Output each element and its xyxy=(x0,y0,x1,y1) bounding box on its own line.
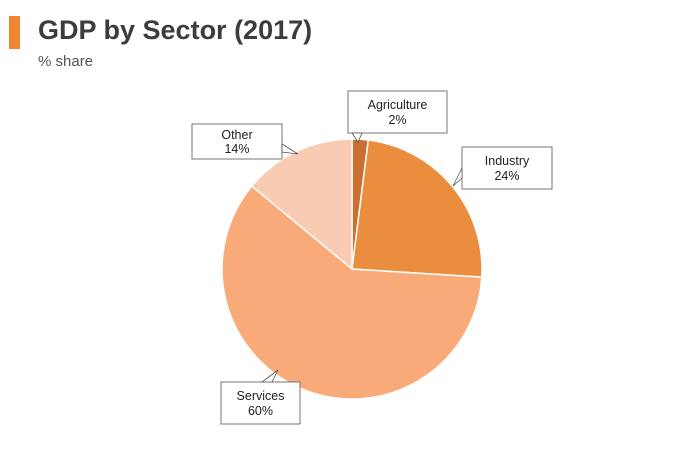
slice-label-agriculture: Agriculture xyxy=(368,98,428,112)
slice-value-agriculture: 2% xyxy=(388,113,406,127)
slice-label-other: Other xyxy=(221,128,252,142)
slice-value-other: 14% xyxy=(224,142,249,156)
title-accent-bar xyxy=(9,16,20,49)
pie-slice-other xyxy=(250,138,353,271)
callout-pointer-agriculture xyxy=(351,132,363,143)
callout-pointer-other xyxy=(281,143,299,155)
slice-label-industry: Industry xyxy=(485,154,530,168)
chart-title: GDP by Sector (2017) xyxy=(38,15,313,45)
chart-subtitle: % share xyxy=(38,53,94,70)
slice-label-services: Services xyxy=(237,389,285,403)
callout-pointer-services xyxy=(260,369,279,383)
callout-box-services xyxy=(220,381,301,425)
callout-box-industry xyxy=(461,146,553,190)
pie-slice-services xyxy=(221,185,483,400)
callout-box-other xyxy=(191,123,283,160)
callout-box-agriculture xyxy=(347,90,448,134)
pie-slices xyxy=(221,138,483,400)
callout-pointer-industry xyxy=(452,167,463,187)
slice-value-industry: 24% xyxy=(494,169,519,183)
slice-value-services: 60% xyxy=(248,404,273,418)
pie-slice-industry xyxy=(351,139,483,278)
